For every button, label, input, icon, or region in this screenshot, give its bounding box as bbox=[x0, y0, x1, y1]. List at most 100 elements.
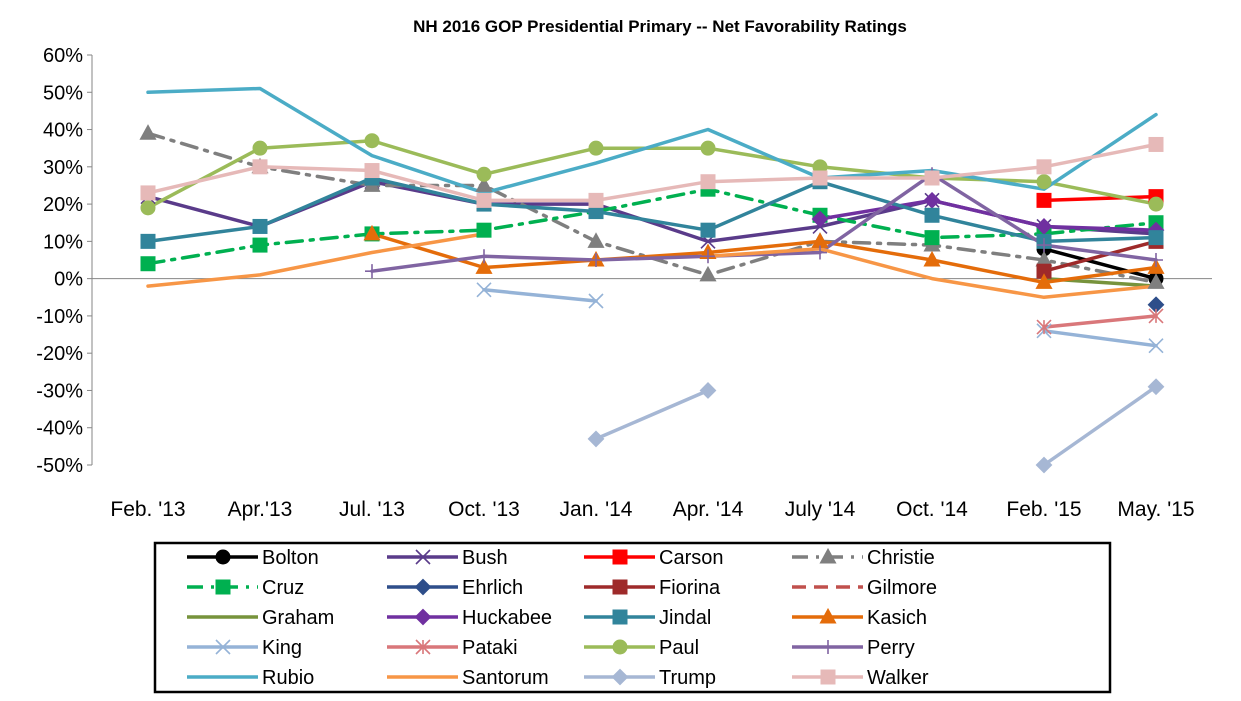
data-point-walker bbox=[588, 192, 604, 208]
data-point-king bbox=[588, 293, 604, 309]
legend-label-walker: Walker bbox=[867, 667, 929, 689]
legend-label-christie: Christie bbox=[867, 547, 935, 569]
series-line-trump bbox=[1042, 384, 1158, 467]
series-line-pataki bbox=[1042, 314, 1158, 329]
data-point-jindal bbox=[140, 233, 156, 249]
y-tick-label: -40% bbox=[36, 418, 83, 440]
legend-marker-ehrlich bbox=[414, 578, 432, 596]
series-line-walker bbox=[146, 142, 1158, 203]
x-tick-label: Apr. '14 bbox=[673, 498, 744, 521]
legend-marker-christie bbox=[819, 547, 837, 564]
data-point-jindal bbox=[924, 207, 940, 223]
legend-marker-huckabee bbox=[414, 608, 432, 626]
legend-label-santorum: Santorum bbox=[462, 667, 549, 689]
data-point-walker bbox=[1036, 159, 1052, 175]
series-line-cruz bbox=[146, 187, 1158, 266]
data-point-paul bbox=[252, 140, 268, 156]
y-tick-label: 10% bbox=[43, 231, 83, 253]
data-point-jindal bbox=[252, 218, 268, 234]
x-tick-label: July '14 bbox=[785, 498, 856, 521]
legend-label-paul: Paul bbox=[659, 637, 699, 659]
legend-label-kasich: Kasich bbox=[867, 607, 927, 629]
x-tick-label: May. '15 bbox=[1117, 498, 1194, 521]
data-point-jindal bbox=[700, 222, 716, 238]
y-tick-label: -10% bbox=[36, 306, 83, 328]
legend-label-bolton: Bolton bbox=[262, 547, 319, 569]
x-tick-label: Feb. '13 bbox=[110, 498, 185, 521]
series-line-kasich bbox=[370, 232, 1158, 285]
data-point-walker bbox=[252, 159, 268, 175]
series-line-rubio bbox=[146, 86, 1158, 195]
y-tick-label: 20% bbox=[43, 194, 83, 216]
chart-title: NH 2016 GOP Presidential Primary -- Net … bbox=[413, 17, 907, 36]
data-point-trump bbox=[587, 430, 605, 448]
data-point-cruz bbox=[476, 222, 492, 238]
legend-marker-paul bbox=[612, 639, 628, 655]
data-point-christie bbox=[699, 265, 717, 282]
legend-marker-bush bbox=[415, 549, 431, 565]
data-point-kasich bbox=[475, 258, 493, 274]
legend-marker-fiorina bbox=[612, 579, 628, 595]
data-point-christie bbox=[1147, 273, 1165, 289]
data-point-paul bbox=[1148, 196, 1164, 212]
y-tick-label: 60% bbox=[43, 45, 83, 67]
y-tick-label: -50% bbox=[36, 455, 83, 477]
data-point-christie bbox=[587, 232, 605, 248]
series-line-santorum bbox=[706, 247, 1158, 300]
series-line-carson bbox=[1042, 194, 1158, 203]
data-point-paul bbox=[476, 166, 492, 182]
data-point-perry bbox=[813, 245, 827, 260]
legend-label-perry: Perry bbox=[867, 637, 915, 659]
data-point-christie bbox=[475, 176, 493, 192]
legend-marker-pataki bbox=[415, 639, 431, 655]
legend-marker-carson bbox=[612, 549, 628, 565]
series-line-fiorina bbox=[1042, 239, 1158, 273]
data-point-walker bbox=[140, 185, 156, 201]
data-point-kasich bbox=[923, 250, 941, 267]
data-point-perry bbox=[365, 264, 379, 279]
data-point-paul bbox=[1036, 174, 1052, 190]
legend-label-gilmore: Gilmore bbox=[867, 577, 937, 599]
data-point-walker bbox=[812, 170, 828, 186]
data-point-walker bbox=[476, 192, 492, 208]
x-tick-label: Jul. '13 bbox=[339, 498, 405, 521]
legend-label-carson: Carson bbox=[659, 547, 723, 569]
data-point-perry bbox=[477, 249, 491, 264]
series-line-king bbox=[482, 288, 598, 303]
x-tick-labels: Feb. '13 Apr.'13 Jul. '13 Oct. '13 Jan. '14 A… bbox=[110, 498, 1194, 521]
x-tick-label: Feb. '15 bbox=[1006, 498, 1081, 521]
data-point-pataki bbox=[1148, 308, 1164, 324]
y-tick-labels: 60% 50% 40% 30% 20% 10% 0% -10% -20% -30% -40% -50% bbox=[36, 45, 83, 477]
series-line-jindal bbox=[146, 176, 1158, 244]
data-point-kasich bbox=[1035, 273, 1053, 289]
legend: Bolton Bush Carson Christie Cruz Ehrlich Fiori… bbox=[153, 541, 1112, 694]
legend-marker-cruz bbox=[215, 579, 231, 595]
x-tick-label: Jan. '14 bbox=[560, 498, 633, 521]
data-point-paul bbox=[700, 140, 716, 156]
legend-label-cruz: Cruz bbox=[262, 577, 304, 599]
series-line-king bbox=[1042, 329, 1158, 348]
data-point-christie bbox=[139, 124, 157, 140]
data-point-perry bbox=[1149, 253, 1163, 267]
legend-marker-jindal bbox=[612, 609, 628, 625]
legend-label-rubio: Rubio bbox=[262, 667, 314, 689]
x-tick-label: Oct. '14 bbox=[896, 498, 968, 521]
legend-label-ehrlich: Ehrlich bbox=[462, 577, 523, 599]
data-point-kasich bbox=[363, 224, 381, 241]
legend-label-fiorina: Fiorina bbox=[659, 577, 721, 599]
series-markers bbox=[139, 124, 1165, 474]
y-tick-label: -20% bbox=[36, 343, 83, 365]
legend-label-trump: Trump bbox=[659, 667, 716, 689]
x-tick-label: Apr.'13 bbox=[228, 498, 293, 521]
data-point-huckabee bbox=[811, 210, 829, 228]
legend-marker-bolton bbox=[215, 549, 231, 565]
y-tick-label: 0% bbox=[54, 269, 83, 291]
data-point-trump bbox=[1035, 456, 1053, 474]
data-point-king bbox=[476, 282, 492, 298]
data-point-walker bbox=[364, 163, 380, 179]
legend-marker-trump bbox=[611, 668, 629, 686]
legend-label-graham: Graham bbox=[262, 607, 334, 629]
data-point-jindal bbox=[1148, 230, 1164, 246]
data-point-trump bbox=[699, 382, 717, 399]
